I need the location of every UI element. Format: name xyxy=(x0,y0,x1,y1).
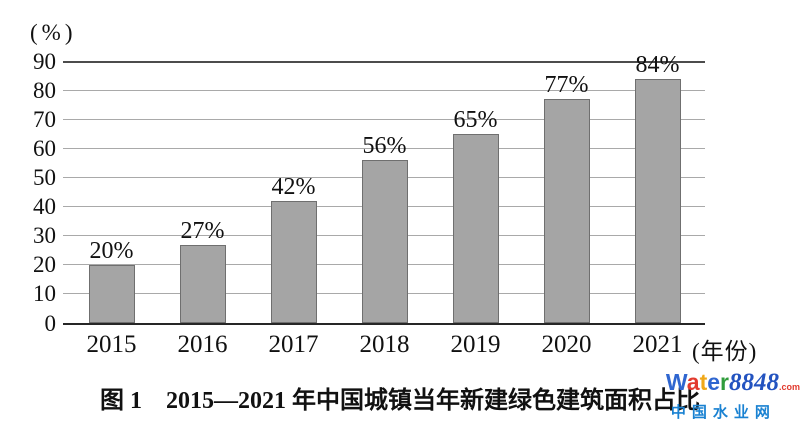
x-tick-label-2016: 2016 xyxy=(177,331,228,358)
watermark-logo-part: 8848 xyxy=(728,369,779,396)
bar-2016 xyxy=(179,244,226,324)
bar-value-label-2015: 20% xyxy=(89,238,134,265)
y-tick-label-10: 10 xyxy=(33,281,56,307)
y-tick-label-30: 30 xyxy=(33,223,56,249)
y-tick-label-70: 70 xyxy=(33,106,56,132)
bar-2015 xyxy=(88,265,135,324)
x-tick-label-2018: 2018 xyxy=(359,331,410,358)
y-tick-label-40: 40 xyxy=(33,194,56,220)
figure-caption: 图 1 2015—2021 年中国城镇当年新建绿色建筑面积占比 xyxy=(100,388,700,414)
x-axis-line xyxy=(63,322,705,325)
y-tick-label-0: 0 xyxy=(44,310,57,336)
gridline-90 xyxy=(63,60,705,63)
bar-value-label-2016: 27% xyxy=(180,217,225,244)
x-tick-label-2017: 2017 xyxy=(268,331,319,358)
x-tick-label-2019: 2019 xyxy=(450,331,501,358)
bar-2017 xyxy=(270,201,317,324)
x-tick-label-2015: 2015 xyxy=(86,331,137,358)
watermark-logo-part: e xyxy=(707,369,721,395)
watermark-logo-water8848: Water8848.com xyxy=(666,369,800,400)
watermark-site-name: 中国水业网 xyxy=(670,404,776,421)
watermark-logo-part: W xyxy=(665,369,687,395)
watermark-logo-part: .com xyxy=(778,382,800,392)
bar-value-label-2020: 77% xyxy=(544,72,589,99)
watermark-logo-part: t xyxy=(699,369,708,395)
y-tick-label-50: 50 xyxy=(33,164,56,190)
y-tick-label-90: 90 xyxy=(33,48,56,74)
bar-value-label-2019: 65% xyxy=(453,107,498,134)
y-axis-unit-label: (%) xyxy=(30,20,77,45)
watermark-logo-part: a xyxy=(686,369,700,395)
bar-value-label-2021: 84% xyxy=(635,51,680,78)
bar-2019 xyxy=(452,134,499,324)
y-tick-label-20: 20 xyxy=(33,252,56,278)
watermark-logo-part: r xyxy=(720,369,729,395)
gridline-70 xyxy=(63,118,705,120)
x-tick-label-2021: 2021 xyxy=(632,331,683,358)
y-tick-label-80: 80 xyxy=(33,77,56,103)
gridline-60 xyxy=(63,147,705,149)
bar-2021 xyxy=(634,78,681,324)
bar-2018 xyxy=(361,160,408,324)
x-axis-unit-label: (年份) xyxy=(692,339,758,364)
bar-value-label-2017: 42% xyxy=(271,174,316,201)
bar-2020 xyxy=(543,99,590,324)
y-tick-label-60: 60 xyxy=(33,135,56,161)
gridline-80 xyxy=(63,89,705,91)
watermark: Water8848.com 中国水业网 xyxy=(666,369,800,422)
x-tick-label-2020: 2020 xyxy=(541,331,592,358)
bar-value-label-2018: 56% xyxy=(362,133,407,160)
